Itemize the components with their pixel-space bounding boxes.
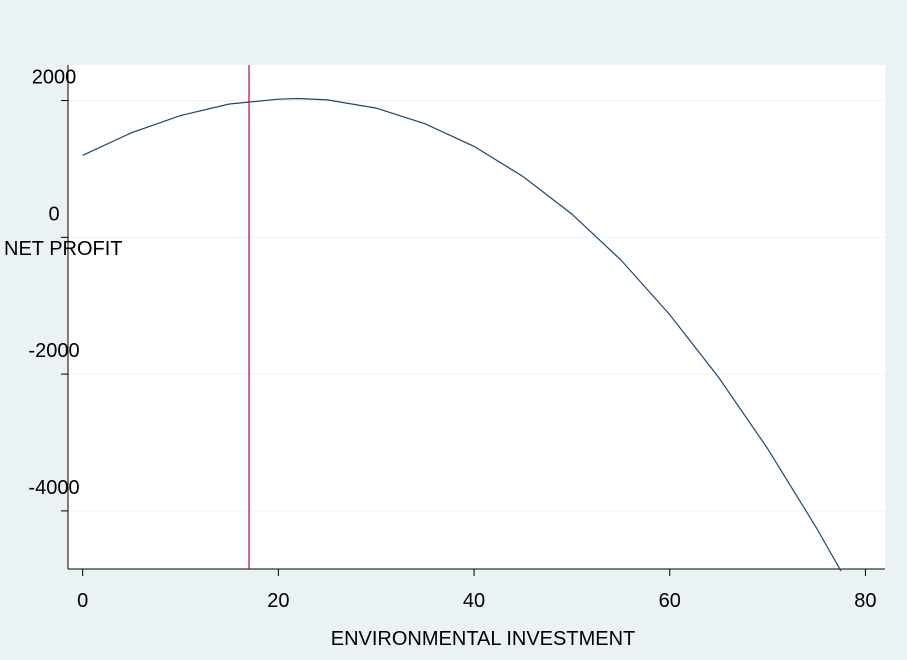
y-axis-ticks: 2000 0 -2000 -4000 bbox=[28, 67, 80, 512]
y-axis-title: NET PROFIT bbox=[4, 238, 123, 260]
x-tick-label: 0 bbox=[77, 590, 88, 612]
plot-area bbox=[68, 65, 885, 569]
x-axis-ticks: 0 20 40 60 80 bbox=[77, 569, 877, 612]
x-tick-label: 80 bbox=[854, 590, 876, 612]
x-tick-label: 20 bbox=[267, 590, 289, 612]
y-tick-label: -2000 bbox=[28, 340, 79, 362]
x-tick-label: 40 bbox=[463, 590, 485, 612]
net-profit-curve bbox=[82, 97, 842, 572]
y-tick-label: 0 bbox=[48, 203, 59, 225]
x-tick-label: 60 bbox=[659, 590, 681, 612]
x-axis-title: ENVIRONMENTAL INVESTMENT bbox=[331, 628, 635, 650]
y-tick-label: 2000 bbox=[32, 67, 77, 89]
y-tick-label: -4000 bbox=[28, 477, 79, 499]
grid-lines bbox=[68, 100, 885, 512]
